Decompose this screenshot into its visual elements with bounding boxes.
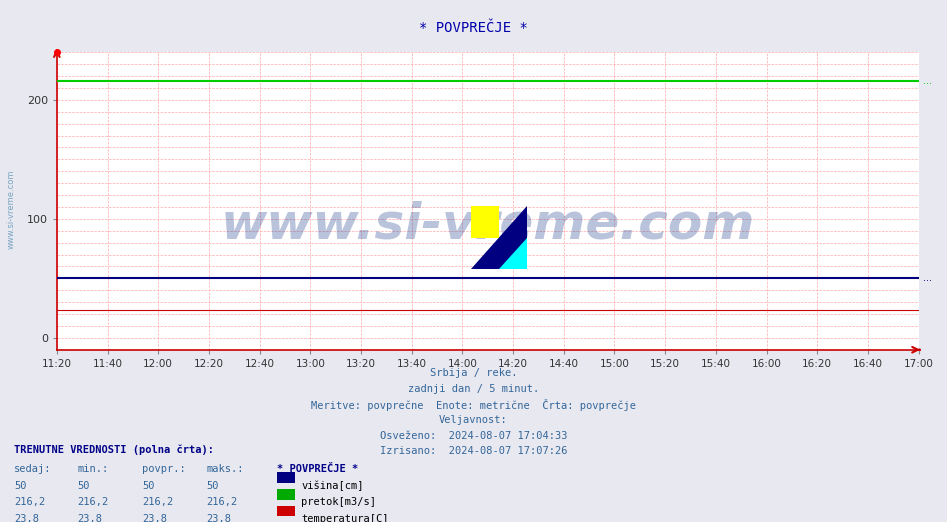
Text: ...: ...: [922, 76, 932, 86]
Text: Osveženo:  2024-08-07 17:04:33: Osveženo: 2024-08-07 17:04:33: [380, 431, 567, 441]
Text: 50: 50: [142, 481, 154, 491]
Text: * POVPREČJE *: * POVPREČJE *: [277, 464, 358, 474]
Text: Izrisano:  2024-08-07 17:07:26: Izrisano: 2024-08-07 17:07:26: [380, 446, 567, 456]
Text: pretok[m3/s]: pretok[m3/s]: [301, 497, 376, 507]
Text: višina[cm]: višina[cm]: [301, 481, 364, 491]
Text: www.si-vreme.com: www.si-vreme.com: [221, 201, 755, 249]
Text: sedaj:: sedaj:: [14, 464, 52, 474]
Text: zadnji dan / 5 minut.: zadnji dan / 5 minut.: [408, 384, 539, 394]
Text: 216,2: 216,2: [142, 497, 173, 507]
Text: maks.:: maks.:: [206, 464, 244, 474]
Text: 50: 50: [78, 481, 90, 491]
Text: 23,8: 23,8: [78, 514, 102, 522]
Text: Veljavnost:: Veljavnost:: [439, 415, 508, 425]
Polygon shape: [499, 238, 527, 269]
Text: * POVPREČJE *: * POVPREČJE *: [420, 21, 527, 35]
Text: min.:: min.:: [78, 464, 109, 474]
Text: temperatura[C]: temperatura[C]: [301, 514, 388, 522]
Text: 50: 50: [206, 481, 219, 491]
Text: Srbija / reke.: Srbija / reke.: [430, 368, 517, 378]
Text: ...: ...: [922, 274, 932, 283]
Text: 23,8: 23,8: [142, 514, 167, 522]
Polygon shape: [471, 206, 527, 269]
Text: povpr.:: povpr.:: [142, 464, 186, 474]
Text: 216,2: 216,2: [78, 497, 109, 507]
Text: 23,8: 23,8: [206, 514, 231, 522]
Text: 50: 50: [14, 481, 27, 491]
Text: www.si-vreme.com: www.si-vreme.com: [7, 169, 16, 248]
Text: Meritve: povprečne  Enote: metrične  Črta: povprečje: Meritve: povprečne Enote: metrične Črta:…: [311, 399, 636, 411]
Text: 216,2: 216,2: [206, 497, 238, 507]
Bar: [471, 206, 499, 238]
Text: 23,8: 23,8: [14, 514, 39, 522]
Text: TRENUTNE VREDNOSTI (polna črta):: TRENUTNE VREDNOSTI (polna črta):: [14, 445, 214, 455]
Text: 216,2: 216,2: [14, 497, 45, 507]
